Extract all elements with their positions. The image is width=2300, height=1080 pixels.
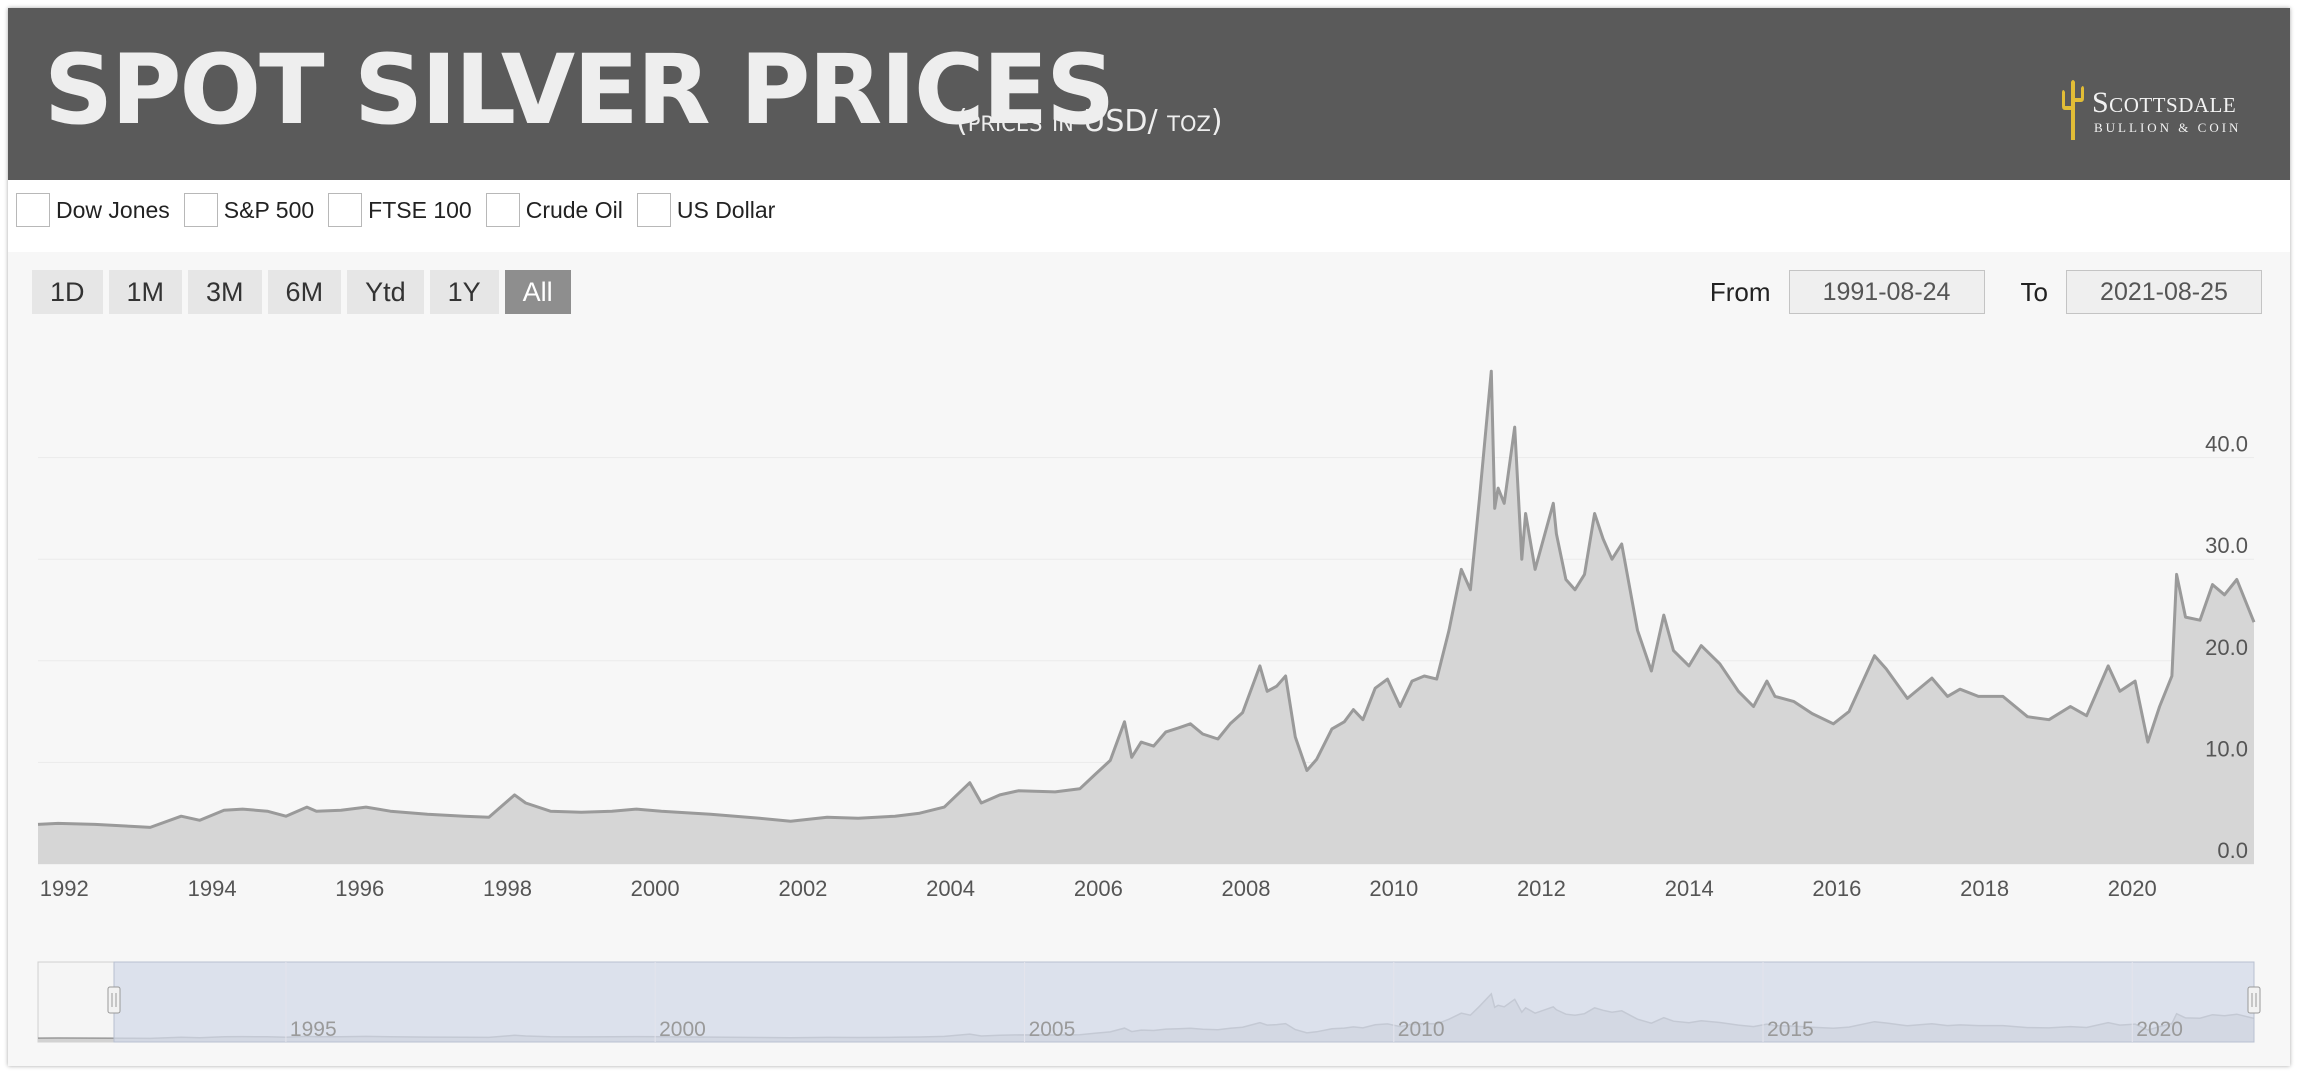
compare-label: S&P 500 <box>223 196 315 223</box>
range-button-3m[interactable]: 3M <box>188 270 262 314</box>
y-tick-label: 0.0 <box>2217 838 2248 863</box>
checkbox[interactable] <box>636 193 671 227</box>
range-button-1m[interactable]: 1M <box>108 270 183 314</box>
y-tick-label: 30.0 <box>2205 533 2248 558</box>
x-tick-label: 2004 <box>926 876 975 901</box>
range-button-1y[interactable]: 1Y <box>429 270 499 314</box>
y-tick-label: 20.0 <box>2205 635 2248 660</box>
date-range: From To <box>1710 270 2262 314</box>
checkbox[interactable] <box>16 193 50 227</box>
header-bar: SPOT SILVER PRICES (prices in USD/ toz) … <box>8 8 2290 180</box>
navigator[interactable]: 1995 2000 2005 2010 2015 2020 <box>37 961 2261 1043</box>
range-button-ytd[interactable]: Ytd <box>347 270 424 314</box>
cactus-icon <box>2062 80 2084 140</box>
from-label: From <box>1709 276 1771 307</box>
navigator-tick-label: 2015 <box>1767 1018 1814 1041</box>
x-tick-label: 2008 <box>1222 876 1271 901</box>
x-tick-label: 2012 <box>1517 876 1566 901</box>
logo-subtitle: BULLION & COIN <box>2094 120 2242 135</box>
navigator-tick-label: 2005 <box>1029 1018 1076 1041</box>
checkbox[interactable] <box>328 193 363 227</box>
price-chart[interactable]: 0.0 10.0 20.0 30.0 40.0 1992 1994 1996 1998 2000… <box>8 252 2290 1066</box>
compare-label: FTSE 100 <box>368 196 472 223</box>
x-tick-label: 2020 <box>2108 876 2157 901</box>
x-tick-label: 2002 <box>778 876 827 901</box>
price-line <box>37 369 2256 829</box>
x-tick-label: 1992 <box>40 876 89 901</box>
navigator-tick-label: 1995 <box>290 1018 337 1041</box>
to-label: To <box>2020 276 2048 307</box>
range-button-6m[interactable]: 6M <box>267 270 342 314</box>
checkbox[interactable] <box>183 193 218 227</box>
y-tick-label: 10.0 <box>2205 736 2248 761</box>
compare-us-dollar[interactable]: US Dollar <box>636 193 776 227</box>
compare-label: Dow Jones <box>56 196 170 223</box>
compare-options: Dow Jones S&P 500 FTSE 100 Crude Oil US … <box>16 190 789 230</box>
range-button-all[interactable]: All <box>504 270 571 314</box>
scottsdale-logo[interactable]: Scottsdale BULLION & COIN <box>2058 76 2268 146</box>
range-button-1d[interactable]: 1D <box>32 270 103 314</box>
page-subtitle: (prices in USD/ toz) <box>956 104 1223 139</box>
x-tick-label: 1994 <box>188 876 237 901</box>
x-tick-label: 2016 <box>1812 876 1861 901</box>
price-area <box>38 371 2254 864</box>
range-selector: 1D 1M 3M 6M Ytd 1Y All <box>32 270 577 314</box>
x-tick-label: 2010 <box>1369 876 1418 901</box>
to-date-input[interactable] <box>2066 270 2262 314</box>
compare-label: Crude Oil <box>525 196 623 223</box>
compare-sp500[interactable]: S&P 500 <box>183 193 315 227</box>
x-tick-label: 2006 <box>1074 876 1123 901</box>
logo-name: Scottsdale <box>2092 86 2237 119</box>
compare-ftse100[interactable]: FTSE 100 <box>328 193 472 227</box>
chart-widget: SPOT SILVER PRICES (prices in USD/ toz) … <box>8 8 2290 1066</box>
navigator-tick-label: 2000 <box>659 1018 706 1041</box>
chart-panel: 1D 1M 3M 6M Ytd 1Y All From To 0.0 10.0 20… <box>8 252 2290 1066</box>
x-tick-label: 2000 <box>631 876 680 901</box>
compare-crude-oil[interactable]: Crude Oil <box>485 193 623 227</box>
navigator-tick-label: 2020 <box>2136 1018 2183 1041</box>
page-title: SPOT SILVER PRICES <box>44 34 1115 146</box>
navigator-right-handle[interactable] <box>2247 986 2261 1014</box>
navigator-left-handle[interactable] <box>107 986 121 1014</box>
compare-label: US Dollar <box>676 196 776 223</box>
compare-dow-jones[interactable]: Dow Jones <box>16 193 170 227</box>
navigator-tick-label: 2010 <box>1398 1018 1445 1041</box>
x-tick-label: 1996 <box>335 876 384 901</box>
y-tick-label: 40.0 <box>2205 432 2248 457</box>
x-tick-label: 2014 <box>1665 876 1714 901</box>
x-tick-label: 2018 <box>1960 876 2009 901</box>
x-tick-label: 1998 <box>483 876 532 901</box>
from-date-input[interactable] <box>1788 270 1985 314</box>
checkbox[interactable] <box>485 193 520 227</box>
navigator-selection[interactable] <box>113 961 2255 1043</box>
